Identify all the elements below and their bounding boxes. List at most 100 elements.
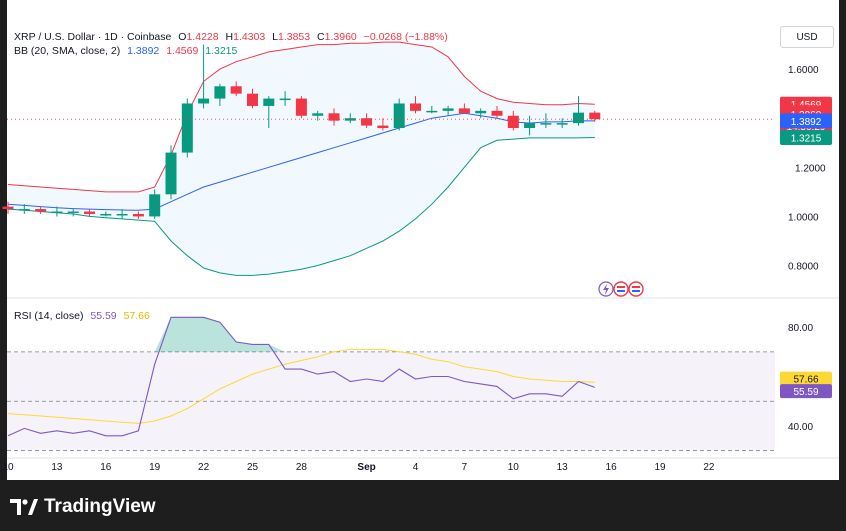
currency-selector[interactable]: USD (780, 26, 834, 48)
rsi-axis-tick-label: 40.00 (788, 422, 813, 433)
bb-upper-line (7, 41, 595, 193)
x-axis-tick-label: 19 (149, 462, 161, 473)
rsi-overbought-fill (8, 317, 595, 352)
x-axis-tick-label: 28 (296, 462, 308, 473)
candle-body (35, 209, 47, 212)
lower-band-badge-text: 1.3215 (791, 133, 822, 144)
candle-body (295, 98, 307, 116)
candle-body (426, 110, 438, 113)
bb-label: BB (20, SMA, close, 2) (14, 45, 121, 57)
rsi-value: 55.59 (90, 310, 117, 322)
candle-body (556, 123, 568, 125)
candle-body (458, 108, 470, 114)
ohlc-high-label: H (225, 31, 234, 43)
us-flag-event-icon (628, 281, 644, 297)
x-axis-tick-label: Sep (357, 462, 375, 473)
chart-credit: cryptopolitanpa2 created with TradingVie… (8, 6, 366, 18)
rsi-value-badge: 55.59 (793, 387, 818, 398)
candle-body (312, 113, 324, 116)
candle-body (361, 118, 373, 126)
candle-body (84, 211, 95, 214)
x-axis-tick-label: 13 (557, 462, 569, 473)
x-axis-tick-label: 25 (247, 462, 259, 473)
flag-stripe (617, 286, 625, 288)
candle-body (247, 93, 258, 106)
candle-body (165, 152, 177, 195)
candle-body (67, 211, 79, 214)
candle-body (18, 209, 30, 211)
lightning-bolt-icon (603, 284, 609, 295)
rsi-legend: RSI (14, close) 55.59 57.66 (14, 310, 154, 322)
flag-stripe (632, 286, 640, 288)
ohlc-low: 1.3853 (278, 31, 311, 43)
candle-body (344, 118, 356, 121)
candle-body (181, 103, 193, 153)
x-axis-tick-label: 4 (413, 462, 419, 473)
x-axis-tick-label: 10 (2, 462, 14, 473)
bb-upper-value: 1.4569 (166, 45, 199, 57)
rsi-value-badge-bg (780, 384, 832, 399)
rsi-ma-line (7, 348, 595, 424)
ohlc-close: 1.3960 (324, 31, 357, 43)
bb-lower-value: 1.3215 (205, 45, 238, 57)
x-axis-tick-label: 10 (508, 462, 520, 473)
rsi-axis-tick-label: 80.00 (788, 323, 813, 334)
ohlc-high: 1.4303 (233, 31, 266, 43)
price-axis-tick-label: 0.8000 (788, 262, 819, 273)
ohlc-low-label: L (272, 31, 278, 43)
x-axis-tick-label: 7 (462, 462, 468, 473)
ohlc-change: −0.0268 (−1.88%) (363, 31, 448, 43)
basis-badge: 1.3892 (780, 113, 832, 129)
bb-lower-line (7, 137, 595, 276)
rsi-label: RSI (14, close) (14, 310, 84, 322)
candle-body (2, 206, 14, 210)
candle-body (198, 98, 210, 104)
candle-body (507, 115, 519, 129)
candle-body (149, 194, 161, 217)
footer-bar (0, 480, 846, 531)
x-axis-tick-label: 22 (703, 462, 715, 473)
tradingview-wordmark: TradingView (44, 496, 156, 517)
lower-band-badge: 1.3215 (780, 129, 832, 145)
candle-body (230, 86, 242, 94)
candle-body (214, 86, 226, 99)
us-flag-event-icon (613, 281, 629, 297)
x-axis-tick-label: 22 (198, 462, 210, 473)
candle-body (442, 108, 454, 111)
rsi-line (7, 316, 595, 437)
rsi-ma-value: 57.66 (123, 310, 150, 322)
tradingview-logo[interactable]: TradingView (10, 496, 156, 518)
flag-stripe (617, 290, 625, 292)
bb-basis-value: 1.3892 (127, 45, 160, 57)
candle-body (116, 213, 128, 216)
candle-body (100, 213, 112, 216)
price-legend: XRP / U.S. Dollar · 1D · Coinbase O1.422… (14, 31, 452, 43)
candle-body (393, 103, 405, 129)
bb-band-fill (8, 42, 595, 276)
price-axis-tick-label: 1.2000 (795, 163, 826, 174)
flag-stripe (632, 290, 640, 292)
price-axis-tick-label: 1.6000 (788, 65, 819, 76)
x-axis-tick-label: 19 (654, 462, 666, 473)
x-axis-tick-label: 16 (100, 462, 112, 473)
tradingview-mark-icon (10, 499, 38, 515)
price-axis-tick-label: 1.0000 (788, 212, 819, 223)
candle-body (279, 98, 291, 101)
x-axis-tick-label: 16 (606, 462, 618, 473)
candle-body (540, 123, 552, 125)
candle-body (573, 112, 584, 124)
candle-body (491, 110, 503, 116)
bb-legend: BB (20, SMA, close, 2) 1.3892 1.4569 1.3… (14, 45, 241, 57)
candle-body (475, 110, 487, 114)
x-axis-tick-label: 13 (51, 462, 63, 473)
basis-badge-text: 1.3892 (791, 117, 822, 128)
ohlc-open-label: O (178, 31, 187, 43)
symbol-title: XRP / U.S. Dollar · 1D · Coinbase (14, 31, 172, 43)
candle-body (132, 213, 144, 217)
basis-badge-bg (780, 113, 832, 129)
rsi-ma-badge: 57.66 (793, 375, 818, 386)
ohlc-close-label: C (317, 31, 325, 43)
candle-body (524, 123, 536, 129)
candle-body (410, 103, 421, 111)
